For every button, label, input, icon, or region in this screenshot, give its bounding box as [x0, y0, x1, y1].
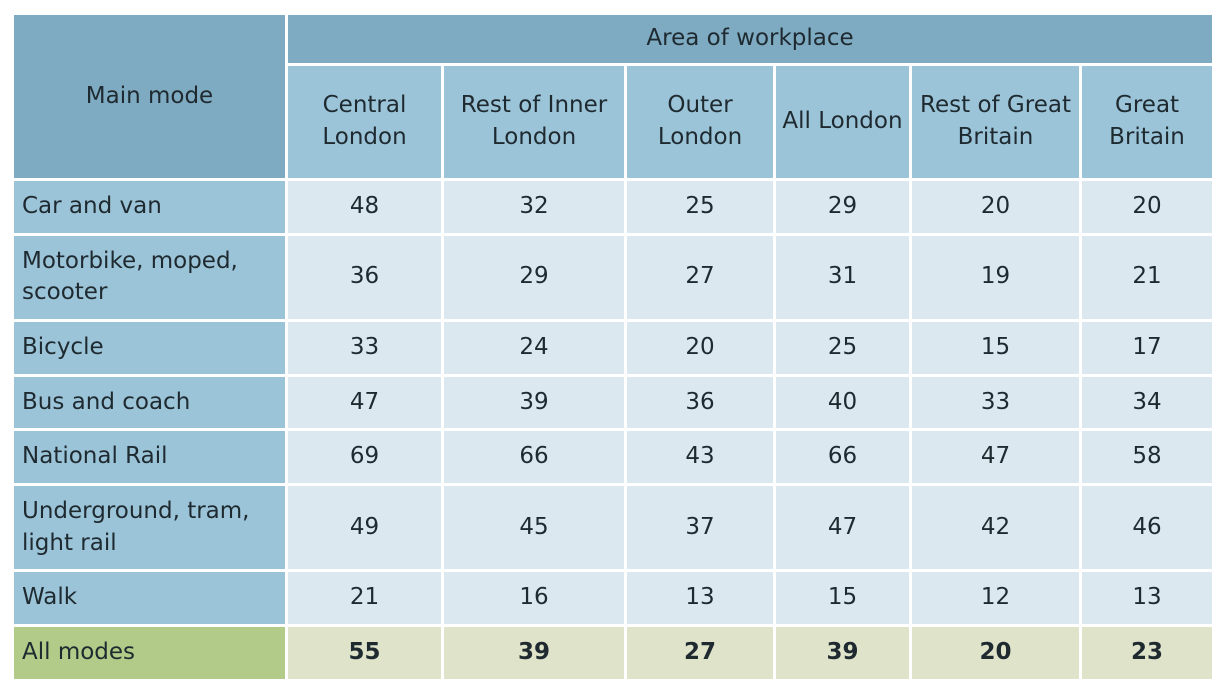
- group-header: Area of workplace: [288, 15, 1212, 63]
- value-cell: 19: [912, 235, 1079, 319]
- row-label: Motorbike, moped, scooter: [14, 235, 285, 319]
- value-cell: 20: [627, 321, 773, 374]
- row-label: National Rail: [14, 431, 285, 484]
- value-cell: 34: [1082, 376, 1212, 429]
- value-cell: 25: [627, 181, 773, 233]
- value-cell: 58: [1082, 431, 1212, 484]
- value-cell: 47: [776, 486, 909, 570]
- value-cell: 33: [912, 376, 1079, 429]
- total-row: All modes 55 39 27 39 20 23: [14, 627, 1212, 679]
- value-cell: 45: [444, 486, 624, 570]
- value-cell: 31: [776, 235, 909, 319]
- value-cell: 20: [912, 627, 1079, 679]
- value-cell: 32: [444, 181, 624, 233]
- value-cell: 13: [1082, 572, 1212, 625]
- value-cell: 39: [444, 376, 624, 429]
- column-header: Outer London: [627, 66, 773, 178]
- value-cell: 13: [627, 572, 773, 625]
- value-cell: 24: [444, 321, 624, 374]
- value-cell: 69: [288, 431, 441, 484]
- table-row: National Rail 69 66 43 66 47 58: [14, 431, 1212, 484]
- value-cell: 23: [1082, 627, 1212, 679]
- table-row: Bus and coach 47 39 36 40 33 34: [14, 376, 1212, 429]
- row-label: Car and van: [14, 181, 285, 233]
- value-cell: 49: [288, 486, 441, 570]
- table-row: Walk 21 16 13 15 12 13: [14, 572, 1212, 625]
- value-cell: 39: [776, 627, 909, 679]
- row-label: Bicycle: [14, 321, 285, 374]
- value-cell: 20: [1082, 181, 1212, 233]
- column-header: All London: [776, 66, 909, 178]
- value-cell: 42: [912, 486, 1079, 570]
- value-cell: 66: [444, 431, 624, 484]
- value-cell: 21: [288, 572, 441, 625]
- value-cell: 43: [627, 431, 773, 484]
- value-cell: 20: [912, 181, 1079, 233]
- row-label: Bus and coach: [14, 376, 285, 429]
- value-cell: 16: [444, 572, 624, 625]
- table-body: Car and van 48 32 25 29 20 20 Motorbike, moped,…: [14, 181, 1212, 679]
- row-label: All modes: [14, 627, 285, 679]
- column-header: Central London: [288, 66, 441, 178]
- value-cell: 21: [1082, 235, 1212, 319]
- column-header: Great Britain: [1082, 66, 1212, 178]
- value-cell: 40: [776, 376, 909, 429]
- value-cell: 39: [444, 627, 624, 679]
- table-row: Car and van 48 32 25 29 20 20: [14, 181, 1212, 233]
- value-cell: 55: [288, 627, 441, 679]
- value-cell: 15: [776, 572, 909, 625]
- table-row: Motorbike, moped, scooter 36 29 27 31 19 21: [14, 235, 1212, 319]
- value-cell: 29: [776, 181, 909, 233]
- value-cell: 29: [444, 235, 624, 319]
- value-cell: 48: [288, 181, 441, 233]
- value-cell: 36: [627, 376, 773, 429]
- value-cell: 17: [1082, 321, 1212, 374]
- commute-table: Main mode Area of workplace Central Lond…: [11, 12, 1212, 682]
- value-cell: 27: [627, 235, 773, 319]
- value-cell: 47: [288, 376, 441, 429]
- table-row: Underground, tram, light rail 49 45 37 47 42 4…: [14, 486, 1212, 570]
- column-header: Rest of Inner London: [444, 66, 624, 178]
- value-cell: 36: [288, 235, 441, 319]
- value-cell: 15: [912, 321, 1079, 374]
- table-container: Main mode Area of workplace Central Lond…: [11, 12, 1212, 682]
- value-cell: 66: [776, 431, 909, 484]
- value-cell: 46: [1082, 486, 1212, 570]
- value-cell: 27: [627, 627, 773, 679]
- corner-header: Main mode: [14, 15, 285, 178]
- table-row: Bicycle 33 24 20 25 15 17: [14, 321, 1212, 374]
- value-cell: 37: [627, 486, 773, 570]
- value-cell: 12: [912, 572, 1079, 625]
- row-label: Walk: [14, 572, 285, 625]
- value-cell: 33: [288, 321, 441, 374]
- column-header: Rest of Great Britain: [912, 66, 1079, 178]
- value-cell: 25: [776, 321, 909, 374]
- row-label: Underground, tram, light rail: [14, 486, 285, 570]
- value-cell: 47: [912, 431, 1079, 484]
